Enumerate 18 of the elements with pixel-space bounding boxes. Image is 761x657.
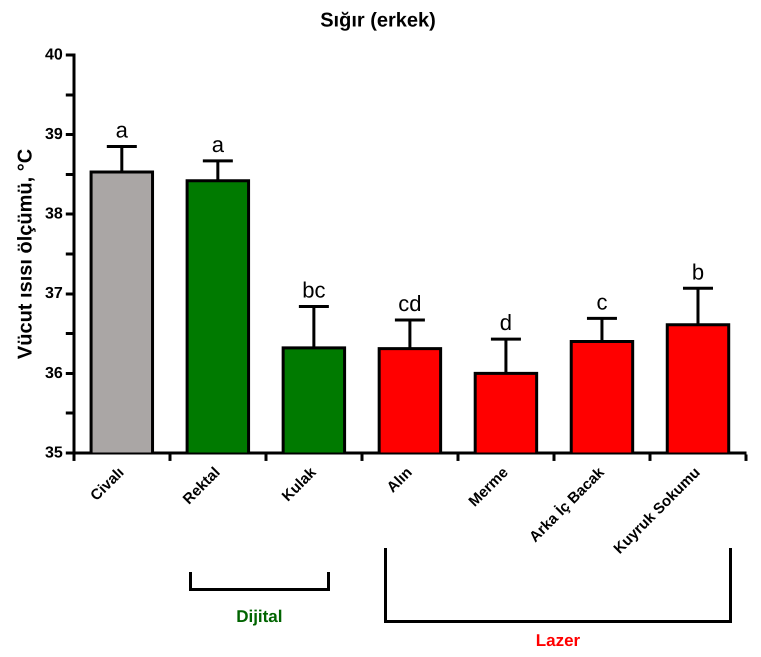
y-axis-title: Vücut ısısı ölçümü, °C xyxy=(14,148,37,360)
data-label: a xyxy=(116,118,129,143)
y-tick-label: 36 xyxy=(45,364,63,382)
data-label: bc xyxy=(302,278,326,303)
data-label: c xyxy=(596,290,608,314)
text: Dijital xyxy=(236,607,282,627)
x-tick-label: Alın xyxy=(384,464,416,496)
data-label: b xyxy=(692,259,704,284)
y-tick-label: 35 xyxy=(45,444,63,462)
data-label: a xyxy=(212,132,225,157)
y-tick-label: 40 xyxy=(45,46,63,64)
text: Lazer xyxy=(536,631,580,651)
chart-title: Sığır (erkek) xyxy=(320,10,436,32)
data-label: d xyxy=(500,310,512,336)
y-tick-label: 37 xyxy=(45,285,63,302)
data-label: cd xyxy=(398,291,422,316)
y-tick-label: 38 xyxy=(45,206,63,223)
y-tick-label: 39 xyxy=(45,126,63,143)
